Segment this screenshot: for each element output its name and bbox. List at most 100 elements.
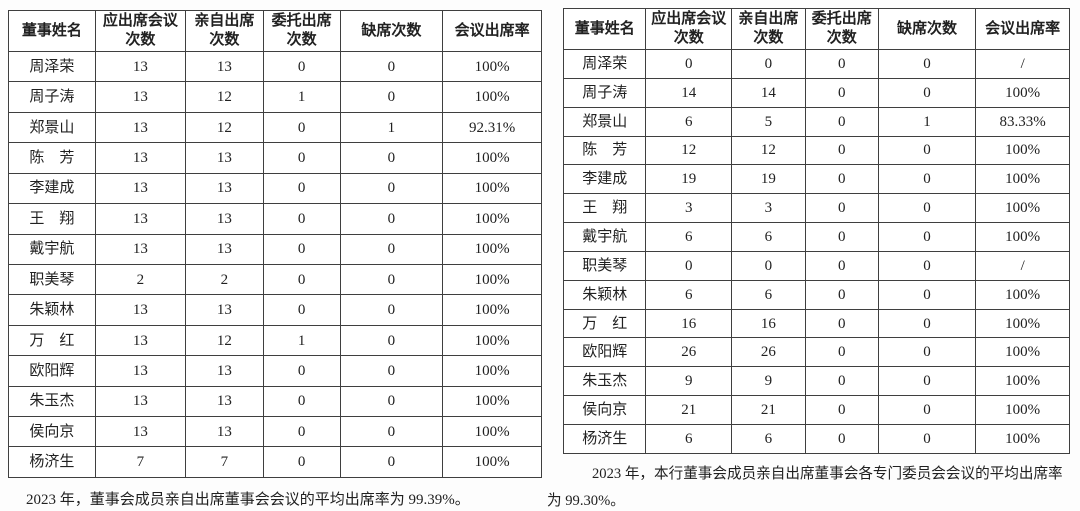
committee-attendance-footnote: 2023 年，本行董事会成员亲自出席董事会各专门委员会会议的平均出席率为 99.… bbox=[547, 466, 1063, 509]
committee-meeting-attendance-section: 董事姓名 应出席会议次数 亲自出席次数 委托出席次数 缺席次数 会议出席率 周泽… bbox=[547, 8, 1080, 511]
attended-by-proxy-cell: 0 bbox=[804, 164, 879, 195]
table-row: 戴宇航 13 13 0 0 100% bbox=[8, 233, 542, 265]
director-name-cell: 郑景山 bbox=[562, 106, 647, 137]
director-name-cell: 戴宇航 bbox=[562, 222, 647, 252]
absences-cell: 0 bbox=[339, 294, 444, 326]
attended-in-person-cell: 16 bbox=[730, 308, 806, 339]
attendance-rate-cell: 100% bbox=[975, 423, 1070, 455]
attended-by-proxy-cell: 0 bbox=[804, 395, 879, 425]
director-name-cell: 郑景山 bbox=[8, 111, 96, 144]
attended-in-person-cell: 12 bbox=[184, 81, 264, 113]
director-name-cell: 朱玉杰 bbox=[8, 385, 96, 418]
table-row: 朱颖林 13 13 0 0 100% bbox=[8, 294, 542, 326]
meetings-due-cell: 13 bbox=[94, 294, 186, 326]
attendance-rate-cell: 100% bbox=[442, 81, 542, 113]
attended-by-proxy-cell: 0 bbox=[262, 50, 341, 83]
attendance-rate-cell: 100% bbox=[975, 222, 1070, 252]
meetings-due-cell: 3 bbox=[645, 193, 732, 224]
attended-by-proxy-cell: 1 bbox=[262, 324, 341, 357]
attended-by-proxy-cell: 0 bbox=[804, 423, 879, 455]
absences-cell: 0 bbox=[339, 355, 444, 387]
meetings-due-cell: 7 bbox=[94, 446, 186, 478]
table-row: 周泽荣 13 13 0 0 100% bbox=[8, 50, 542, 83]
director-name-cell: 周泽荣 bbox=[562, 49, 647, 79]
attended-in-person-cell: 13 bbox=[184, 203, 264, 235]
attendance-rate-cell: 100% bbox=[442, 385, 542, 418]
meetings-due-cell: 6 bbox=[645, 222, 732, 252]
attended-in-person-cell: 13 bbox=[184, 294, 264, 326]
director-name-cell: 欧阳辉 bbox=[8, 355, 96, 387]
attendance-rate-cell: 83.33% bbox=[975, 106, 1070, 137]
table-row: 周子涛 13 12 1 0 100% bbox=[8, 81, 542, 113]
col-header-meetings-due: 应出席会议次数 bbox=[94, 10, 186, 52]
attended-in-person-cell: 6 bbox=[730, 222, 806, 252]
table-row: 周泽荣 0 0 0 0/ bbox=[562, 49, 1070, 79]
absences-cell: 0 bbox=[877, 308, 977, 339]
col-header-director-name: 董事姓名 bbox=[562, 8, 647, 50]
table-row: 职美琴 2 2 0 0 100% bbox=[8, 263, 542, 296]
attended-by-proxy-cell: 0 bbox=[262, 385, 341, 418]
attendance-rate-cell: 100% bbox=[442, 416, 542, 448]
attended-in-person-cell: 12 bbox=[184, 111, 264, 144]
attended-in-person-cell: 13 bbox=[184, 233, 264, 265]
meetings-due-cell: 13 bbox=[94, 50, 186, 83]
attended-by-proxy-cell: 1 bbox=[262, 81, 341, 113]
attended-in-person-cell: 13 bbox=[184, 50, 264, 83]
col-header-attendance-rate: 会议出席率 bbox=[975, 8, 1070, 50]
col-header-director-name: 董事姓名 bbox=[8, 10, 96, 52]
absences-cell: 0 bbox=[877, 135, 977, 166]
meetings-due-cell: 6 bbox=[645, 279, 732, 310]
meetings-due-cell: 2 bbox=[94, 263, 186, 296]
attendance-rate-cell: 100% bbox=[442, 324, 542, 357]
absences-cell: 0 bbox=[339, 324, 444, 357]
attended-by-proxy-cell: 0 bbox=[804, 193, 879, 224]
table-row: 郑景山 6 5 0 1 83.33% bbox=[562, 106, 1070, 137]
absences-cell: 0 bbox=[339, 385, 444, 418]
table-row: 王 翔 3 3 0 0 100% bbox=[562, 193, 1070, 224]
col-header-absences: 缺席次数 bbox=[877, 8, 977, 50]
table-row: 郑景山 13 12 0 1 92.31% bbox=[8, 111, 542, 144]
absences-cell: 0 bbox=[339, 233, 444, 265]
attended-by-proxy-cell: 0 bbox=[804, 279, 879, 310]
absences-cell: 0 bbox=[339, 203, 444, 235]
col-header-attended-in-person: 亲自出席次数 bbox=[730, 8, 806, 50]
absences-cell: 0 bbox=[877, 49, 977, 79]
meetings-due-cell: 13 bbox=[94, 355, 186, 387]
attendance-rate-cell: 100% bbox=[442, 355, 542, 387]
absences-cell: 0 bbox=[877, 222, 977, 252]
table-row: 杨济生 6 6 0 0 100% bbox=[562, 423, 1070, 455]
director-name-cell: 李建成 bbox=[8, 172, 96, 205]
attended-by-proxy-cell: 0 bbox=[262, 446, 341, 478]
attended-by-proxy-cell: 0 bbox=[262, 233, 341, 265]
meetings-due-cell: 13 bbox=[94, 324, 186, 357]
table-row: 欧阳辉 26 26 0 0 100% bbox=[562, 337, 1070, 368]
director-name-cell: 朱颖林 bbox=[8, 294, 96, 326]
table-row: 职美琴 0 0 0 0/ bbox=[562, 250, 1070, 281]
attended-in-person-cell: 19 bbox=[730, 164, 806, 195]
attended-in-person-cell: 13 bbox=[184, 385, 264, 418]
meetings-due-cell: 9 bbox=[645, 366, 732, 397]
attendance-rate-cell: 100% bbox=[975, 308, 1070, 339]
attended-by-proxy-cell: 0 bbox=[262, 355, 341, 387]
director-name-cell: 周子涛 bbox=[562, 77, 647, 108]
director-name-cell: 王 翔 bbox=[562, 193, 647, 224]
meetings-due-cell: 12 bbox=[645, 135, 732, 166]
attended-in-person-cell: 5 bbox=[730, 106, 806, 137]
table-row: 周子涛 14 14 0 0 100% bbox=[562, 77, 1070, 108]
attendance-rate-cell: 100% bbox=[442, 263, 542, 296]
attended-by-proxy-cell: 0 bbox=[262, 142, 341, 174]
director-name-cell: 侯向京 bbox=[8, 416, 96, 448]
director-name-cell: 杨济生 bbox=[562, 423, 647, 455]
director-name-cell: 侯向京 bbox=[562, 395, 647, 425]
director-name-cell: 陈 芳 bbox=[562, 135, 647, 166]
absences-cell: 0 bbox=[877, 366, 977, 397]
attendance-rate-cell: 100% bbox=[442, 172, 542, 205]
attended-in-person-cell: 3 bbox=[730, 193, 806, 224]
meetings-due-cell: 6 bbox=[645, 106, 732, 137]
attendance-rate-cell: 100% bbox=[442, 233, 542, 265]
table-row: 杨济生 7 7 0 0 100% bbox=[8, 446, 542, 478]
meetings-due-cell: 16 bbox=[645, 308, 732, 339]
attendance-rate-cell: / bbox=[975, 250, 1070, 281]
meetings-due-cell: 0 bbox=[645, 250, 732, 281]
